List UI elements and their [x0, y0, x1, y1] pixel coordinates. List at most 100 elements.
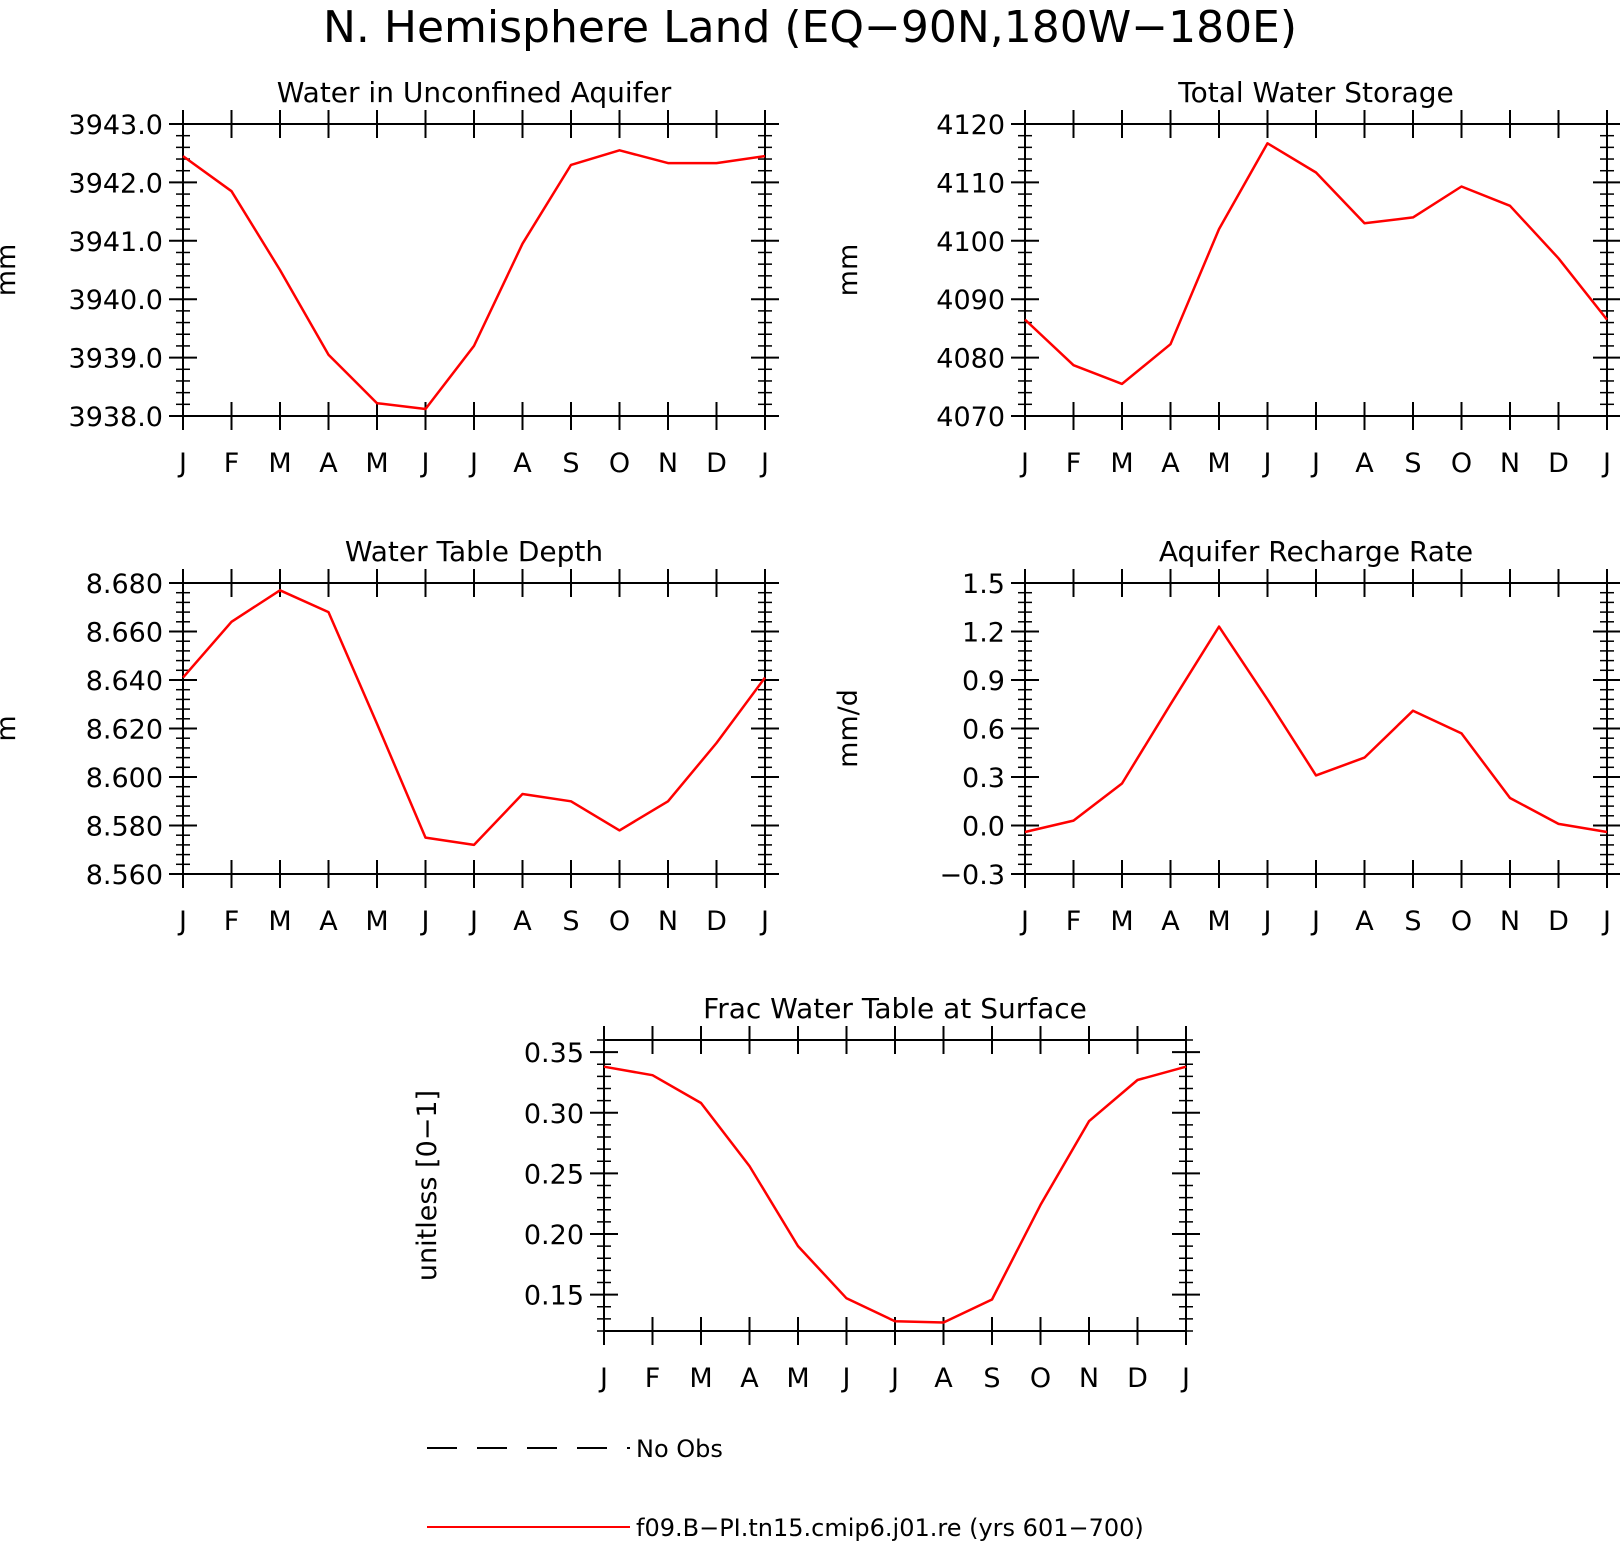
x-tick-label: A [1355, 906, 1374, 937]
y-tick-label: 3943.0 [69, 110, 163, 141]
x-tick-label: F [224, 448, 240, 479]
x-tick-label: F [224, 906, 240, 937]
y-tick-label: 0.3 [962, 763, 1005, 794]
x-tick-label: A [934, 1363, 953, 1394]
x-tick-label: J [420, 906, 430, 937]
x-tick-label: D [706, 448, 727, 479]
panel-title: Total Water Storage [1177, 76, 1454, 109]
y-tick-label: −0.3 [939, 860, 1005, 891]
x-tick-label: N [658, 448, 678, 479]
x-tick-label: O [609, 906, 630, 937]
x-tick-label: J [759, 906, 769, 937]
x-tick-label: D [1127, 1363, 1148, 1394]
x-tick-label: A [1161, 906, 1180, 937]
x-tick-label: J [420, 448, 430, 479]
panel-title: Frac Water Table at Surface [703, 992, 1087, 1025]
y-tick-label: 3942.0 [69, 168, 163, 199]
x-tick-label: J [598, 1363, 608, 1394]
y-tick-label: 4070 [936, 402, 1005, 433]
series-line [182, 589, 767, 847]
figure-title: N. Hemisphere Land (EQ−90N,180W−180E) [323, 2, 1297, 53]
y-tick-label: 4090 [936, 285, 1005, 316]
x-tick-label: A [513, 906, 532, 937]
series-line [1024, 625, 1608, 834]
y-tick-label: 0.35 [524, 1038, 584, 1069]
x-tick-label: A [319, 448, 338, 479]
x-tick-label: D [706, 906, 727, 937]
y-tick-label: 0.25 [524, 1159, 584, 1190]
x-tick-label: N [1500, 906, 1520, 937]
y-axis-label: unitless [0−1] [412, 1090, 443, 1281]
series-line [603, 1065, 1187, 1324]
x-tick-label: F [1066, 906, 1082, 937]
panel-title: Aquifer Recharge Rate [1159, 535, 1473, 568]
x-tick-label: S [983, 1363, 1000, 1394]
x-tick-label: M [1110, 906, 1133, 937]
x-tick-label: J [1310, 906, 1320, 937]
y-tick-label: 0.0 [962, 812, 1005, 843]
plot-frame [182, 582, 766, 875]
x-tick-label: F [1066, 448, 1082, 479]
x-tick-label: S [562, 448, 579, 479]
y-tick-label: 8.680 [86, 569, 163, 600]
x-tick-label: M [365, 906, 388, 937]
x-tick-label: M [1207, 448, 1230, 479]
y-tick-label: 4100 [936, 227, 1005, 258]
y-tick-label: 1.5 [962, 569, 1005, 600]
y-tick-label: 0.20 [524, 1220, 584, 1251]
y-tick-label: 8.600 [86, 763, 163, 794]
y-tick-label: 4120 [936, 110, 1005, 141]
x-tick-label: S [1404, 448, 1421, 479]
x-tick-label: S [562, 906, 579, 937]
x-tick-label: J [759, 448, 769, 479]
series-line [182, 149, 766, 411]
y-tick-label: 3939.0 [69, 344, 163, 375]
x-tick-label: F [645, 1363, 661, 1394]
x-tick-label: N [658, 906, 678, 937]
x-tick-label: A [513, 448, 532, 479]
x-tick-label: J [468, 448, 478, 479]
x-tick-label: M [786, 1363, 809, 1394]
x-tick-label: J [1262, 906, 1272, 937]
y-tick-label: 8.580 [86, 812, 163, 843]
x-tick-label: D [1548, 906, 1569, 937]
y-tick-label: 0.9 [962, 666, 1005, 697]
y-axis-label: m [0, 715, 22, 741]
y-axis-label: mm/d [833, 689, 864, 768]
x-tick-label: M [689, 1363, 712, 1394]
x-tick-label: A [740, 1363, 759, 1394]
x-tick-label: S [1404, 906, 1421, 937]
y-tick-label: 4110 [936, 168, 1005, 199]
y-tick-label: 0.30 [524, 1099, 584, 1130]
x-tick-label: A [1355, 448, 1374, 479]
x-tick-label: O [1451, 906, 1472, 937]
plot-frame [182, 123, 766, 417]
x-tick-label: D [1548, 448, 1569, 479]
plot-frame [603, 1039, 1187, 1332]
x-tick-label: J [1019, 906, 1029, 937]
y-tick-label: 4080 [936, 344, 1005, 375]
x-tick-label: J [177, 448, 187, 479]
x-tick-label: J [1180, 1363, 1190, 1394]
x-tick-label: M [1207, 906, 1230, 937]
y-tick-label: 8.640 [86, 666, 163, 697]
x-tick-label: J [1019, 448, 1029, 479]
y-tick-label: 8.620 [86, 715, 163, 746]
x-tick-label: O [1030, 1363, 1051, 1394]
x-tick-label: J [177, 906, 187, 937]
legend-item: No Obs [427, 1435, 723, 1463]
legend-label: No Obs [636, 1435, 723, 1463]
x-tick-label: A [1161, 448, 1180, 479]
x-tick-label: M [1110, 448, 1133, 479]
x-tick-label: A [319, 906, 338, 937]
legend: No Obs f09.B−PI.tn15.cmip6.j01.re (yrs 60… [427, 1435, 1144, 1542]
plot-frame [1024, 123, 1608, 417]
x-tick-label: J [1262, 448, 1272, 479]
y-axis-label: mm [0, 244, 22, 297]
x-tick-label: M [268, 448, 291, 479]
x-tick-label: O [1451, 448, 1472, 479]
